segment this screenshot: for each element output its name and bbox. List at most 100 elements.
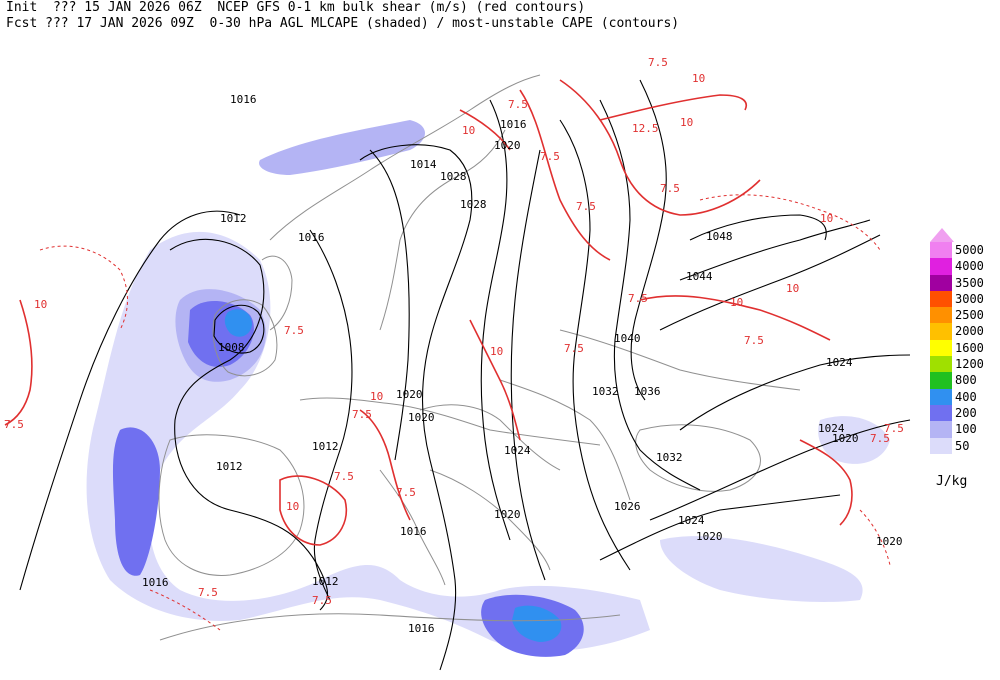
isobar-label: 1024	[504, 444, 531, 457]
shear-label: 10	[730, 296, 743, 309]
isobar-1036	[630, 79, 667, 401]
isobar-label: 1020	[876, 535, 903, 548]
legend-label: 4000	[955, 259, 984, 274]
coast-scandinavia	[269, 74, 541, 331]
isobar-1024-se	[599, 494, 841, 561]
isobar-label: 1012	[312, 575, 339, 588]
legend-swatch	[930, 339, 952, 357]
legend-label: 3000	[955, 291, 984, 306]
isobar-1040	[659, 234, 881, 331]
isobar-label: 1016	[500, 118, 527, 131]
header-line-1: Init ??? 15 JAN 2026 06Z NCEP GFS 0-1 km…	[6, 0, 586, 15]
isobar-1008	[213, 304, 265, 354]
isobar-label: 1020	[832, 432, 859, 445]
cape-region-atlantic	[86, 231, 650, 651]
legend-swatch	[930, 242, 952, 259]
legend-swatch	[930, 323, 952, 340]
isobar-label: 1012	[220, 212, 247, 225]
isobar-label: 1020	[396, 388, 423, 401]
isobar-1016-west	[309, 229, 353, 601]
cape-region-black-sea	[818, 416, 890, 464]
cape-region-iberia-west	[112, 427, 160, 576]
legend-arrow-icon	[930, 228, 954, 242]
cape-region-uk-core	[224, 309, 252, 337]
shear-label: 7.5	[870, 432, 890, 445]
coast-black-sea	[635, 424, 761, 492]
isobar-label: 1020	[494, 508, 521, 521]
shear-label: 10	[490, 345, 503, 358]
isobar-1020-b	[480, 99, 511, 541]
shear-arc-8	[4, 299, 33, 426]
isobar-label: 1020	[696, 530, 723, 543]
isobar-label: 1036	[634, 385, 661, 398]
shear-label: 7.5	[648, 56, 668, 69]
isobar-label: 1026	[614, 500, 641, 513]
isobar-label: 1012	[216, 460, 243, 473]
weather-map: 1016 1012 1008 1016 1014 1028 1028 1016 …	[4, 56, 911, 671]
isobar-label: 1020	[408, 411, 435, 424]
isobar-1024	[510, 149, 546, 581]
shear-label: 7.5	[396, 486, 416, 499]
legend-units: J/kg	[936, 474, 968, 489]
shear-contours	[4, 79, 853, 546]
shear-arc-3	[599, 94, 747, 121]
legend-swatch	[930, 437, 952, 454]
isobar-label: 1048	[706, 230, 733, 243]
coast-africa	[159, 613, 621, 641]
isobar-1024-east	[679, 354, 911, 431]
isobar-label: 1044	[686, 270, 713, 283]
shear-label: 7.5	[508, 98, 528, 111]
shear-label: 10	[680, 116, 693, 129]
isobar-label: 1024	[818, 422, 845, 435]
isobar-label: 1024	[678, 514, 705, 527]
isobar-label: 1008	[218, 341, 245, 354]
shear-label: 10	[820, 212, 833, 225]
isobar-1020-east	[649, 419, 911, 521]
isobar-label: 1024	[826, 356, 853, 369]
shear-arc-7	[359, 409, 411, 521]
isobar-labels: 1016 1012 1008 1016 1014 1028 1028 1016 …	[142, 93, 903, 635]
shear-arc-4	[639, 295, 831, 341]
legend-swatch	[930, 404, 952, 422]
isobar-1044	[679, 219, 871, 281]
shear-label: 10	[692, 72, 705, 85]
isobar-label: 1032	[656, 451, 683, 464]
legend-label: 1600	[955, 340, 984, 355]
legend-swatch	[930, 258, 952, 275]
shear-arc-10	[459, 109, 511, 151]
legend-swatch	[930, 421, 952, 438]
isobar-label: 1016	[298, 231, 325, 244]
shear-contours-dashed	[39, 194, 891, 631]
legend-label: 2000	[955, 324, 984, 339]
coast-uk	[212, 255, 293, 377]
shear-label: 7.5	[4, 418, 24, 431]
shear-dashed-4	[859, 509, 891, 566]
border-1	[419, 404, 561, 471]
shear-label: 10	[34, 298, 47, 311]
shear-arc-2	[559, 79, 761, 216]
shear-label: 7.5	[540, 150, 560, 163]
shear-labels: 10 7.5 7.5 10 7.5 7.5 10 12.5 7.5 10 10 …	[4, 56, 904, 607]
shear-label: 10	[462, 124, 475, 137]
shear-arc-6	[279, 475, 347, 546]
header-line-2: Fcst ??? 17 JAN 2026 09Z 0-30 hPa AGL ML…	[6, 16, 680, 31]
legend-swatch	[930, 356, 952, 373]
legend-label: 400	[955, 389, 977, 404]
isobar-1016-central	[359, 144, 473, 671]
shear-label: 7.5	[884, 422, 904, 435]
map-header: Init ??? 15 JAN 2026 06Z NCEP GFS 0-1 km…	[6, 0, 679, 32]
isobar-label: 1028	[440, 170, 467, 183]
shear-label: 7.5	[284, 324, 304, 337]
cape-region-med-core	[512, 605, 562, 642]
shear-label: 10	[786, 282, 799, 295]
shear-label: 7.5	[334, 470, 354, 483]
legend-swatch	[930, 388, 952, 405]
isobar-1012-west	[19, 210, 241, 591]
isobars	[19, 79, 911, 671]
shear-label: 7.5	[576, 200, 596, 213]
legend-swatch	[930, 307, 952, 324]
cape-shading	[86, 120, 890, 657]
isobar-label: 1012	[312, 440, 339, 453]
shear-label: 7.5	[312, 594, 332, 607]
legend-label: 50	[955, 438, 970, 453]
